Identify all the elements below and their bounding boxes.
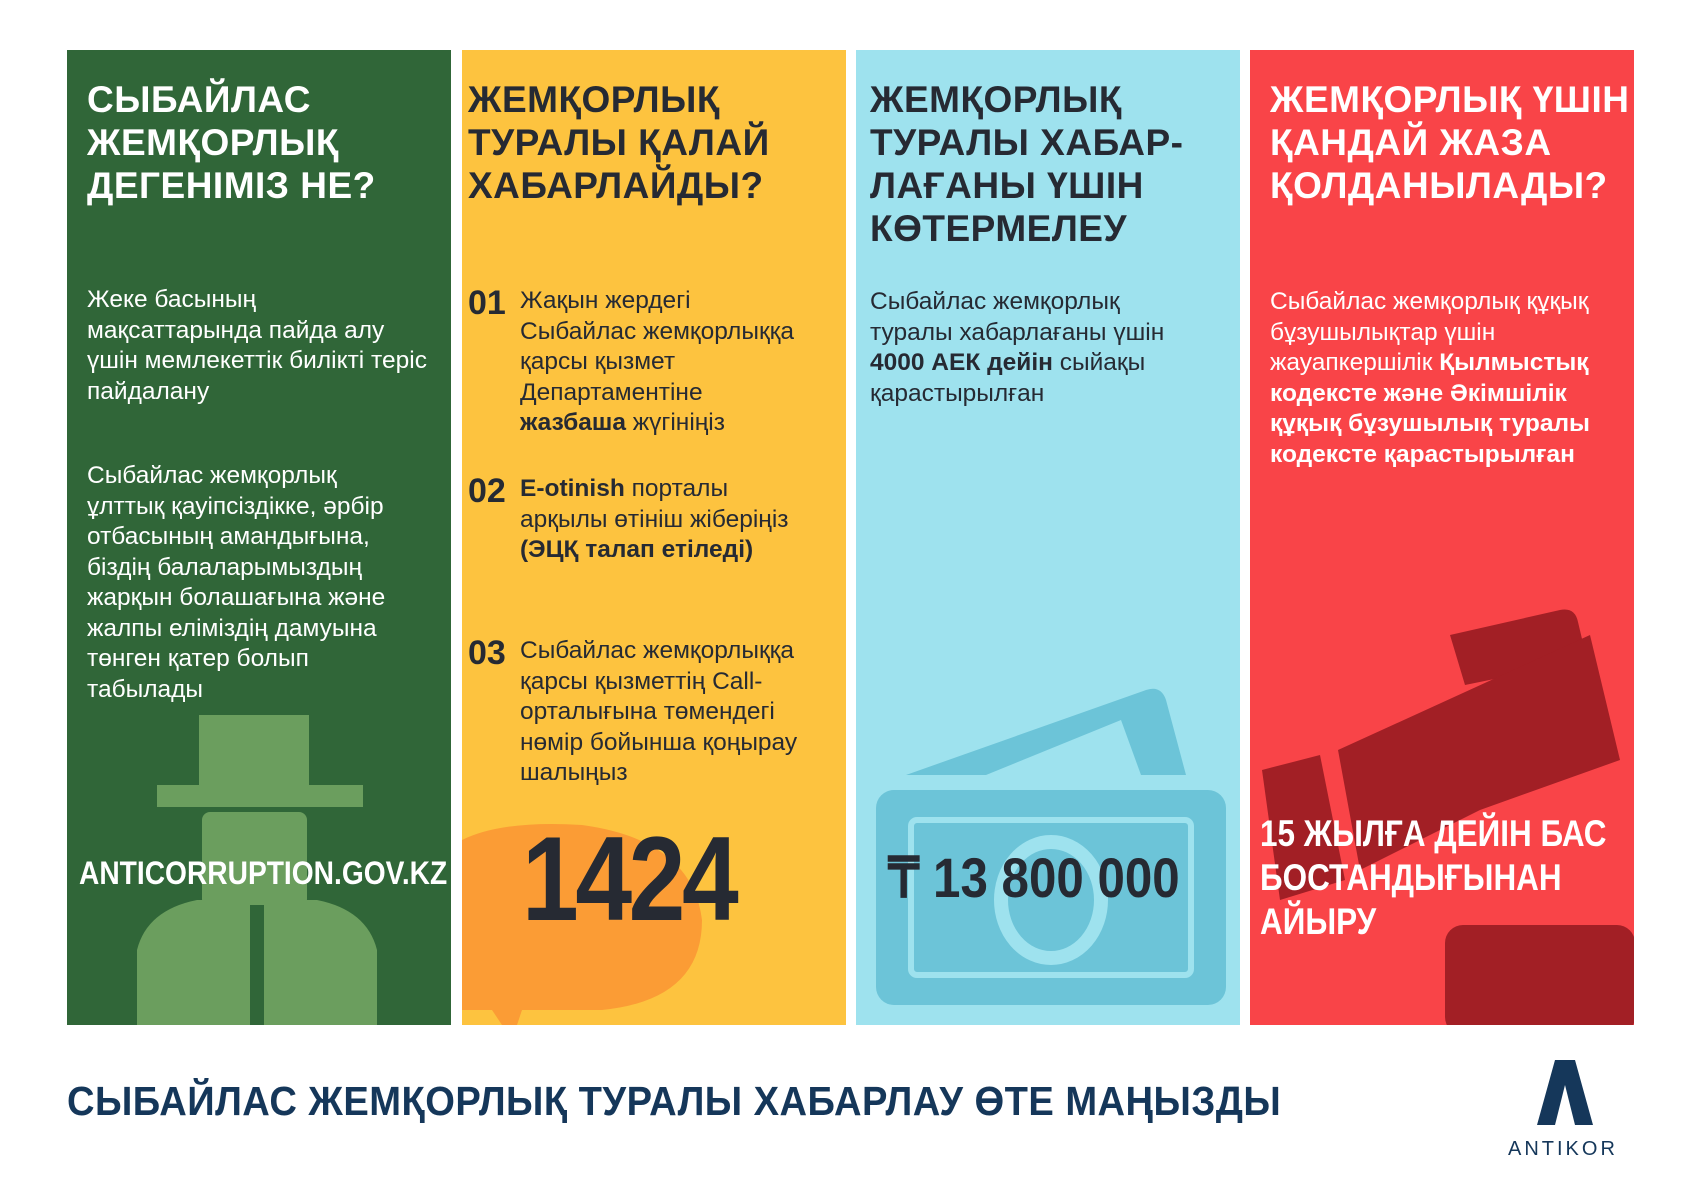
column-reward: ЖЕМҚОРЛЫҚ ТУРАЛЫ ХАБАР-ЛАҒАНЫ ҮШІН КӨТЕР… — [856, 50, 1240, 1025]
speech-bubble-icon — [462, 824, 702, 1025]
threat-text: Сыбайлас жемқорлық ұлттық қауіпсіздікке,… — [87, 462, 386, 703]
website-link[interactable]: ANTICORRUPTION.GOV.KZ — [79, 855, 448, 891]
step-text: Жақын жердегі Сыбайлас жемқорлыққа қарсы… — [520, 287, 795, 406]
reward-amount: ₸ 13 800 000 — [888, 846, 1180, 909]
step-bold: жазбаша — [520, 409, 626, 436]
footer-slogan: СЫБАЙЛАС ЖЕМҚОРЛЫҚ ТУРАЛЫ ХАБАРЛАУ ӨТЕ М… — [67, 1078, 1282, 1124]
definition-text: Жеке басының мақсаттарында пайда алу үші… — [87, 286, 427, 405]
liability-text: Сыбайлас жемқорлық құқық бұзушылықтар үш… — [1270, 287, 1600, 470]
step-number: 01 — [468, 284, 506, 322]
reward-amount-aek: 4000 АЕК дейін — [870, 349, 1053, 376]
column-title: ЖЕМҚОРЛЫҚ ТУРАЛЫ ХАБАР-ЛАҒАНЫ ҮШІН КӨТЕР… — [870, 79, 1184, 249]
liability-text-start: Сыбайлас жемқорлық құқық бұзушылықтар үш… — [1270, 288, 1589, 376]
step-text-after: жүгініңіз — [625, 409, 725, 436]
gavel-icon — [1262, 609, 1634, 1025]
column-punishment: ЖЕМҚОРЛЫҚ ҮШІН ҚАНДАЙ ЖАЗА ҚОЛДАНЫЛАДЫ? … — [1250, 50, 1634, 1025]
liability-codes: Қылмыстық кодексте және Әкімшілік құқық … — [1270, 349, 1590, 468]
step-02: 02 E-otinish порталы арқылы өтініш жібер… — [468, 474, 810, 566]
logo-text: ANTIKOR — [1508, 1138, 1618, 1160]
step-number: 02 — [468, 472, 506, 510]
step-number: 03 — [468, 634, 506, 672]
column-title: ЖЕМҚОРЛЫҚ ТУРАЛЫ ҚАЛАЙ ХАБАРЛАЙДЫ? — [468, 79, 770, 206]
reward-text-start: Сыбайлас жемқорлық туралы хабарлағаны үш… — [870, 288, 1165, 346]
column-how-to-report: ЖЕМҚОРЛЫҚ ТУРАЛЫ ҚАЛАЙ ХАБАРЛАЙДЫ? 01 Жа… — [462, 50, 846, 1025]
column-what-is-corruption: СЫБАЙЛАС ЖЕМҚОРЛЫҚ ДЕГЕНІМІЗ НЕ? Жеке ба… — [67, 50, 451, 1025]
eds-note: (ЭЦҚ талап етіледі) — [520, 536, 754, 563]
banknote-icon — [876, 688, 1226, 1005]
step-03: 03 Сыбайлас жемқорлыққа қарсы қызметтің … — [468, 636, 820, 789]
step-text: Сыбайлас жемқорлыққа қарсы қызметтің Cal… — [520, 637, 798, 786]
portal-name: E-otinish — [520, 475, 625, 502]
column-title: ЖЕМҚОРЛЫҚ ҮШІН ҚАНДАЙ ЖАЗА ҚОЛДАНЫЛАДЫ? — [1270, 79, 1630, 206]
step-01: 01 Жақын жердегі Сыбайлас жемқорлыққа қа… — [468, 286, 800, 439]
call-center-number[interactable]: 1424 — [522, 812, 739, 946]
reward-text: Сыбайлас жемқорлық туралы хабарлағаны үш… — [870, 287, 1200, 409]
penalty-text: 15 ЖЫЛҒА ДЕЙІН БАС БОСТАНДЫҒЫНАН АЙЫРУ — [1260, 813, 1607, 942]
reward-text-end: сыйақы қарастырылған — [870, 349, 1146, 407]
spy-hat-icon — [137, 715, 377, 1025]
antikor-logo-icon — [1537, 1060, 1593, 1125]
step-text: порталы арқылы өтініш жіберіңіз — [520, 475, 789, 533]
column-title: СЫБАЙЛАС ЖЕМҚОРЛЫҚ ДЕГЕНІМІЗ НЕ? — [87, 79, 376, 206]
